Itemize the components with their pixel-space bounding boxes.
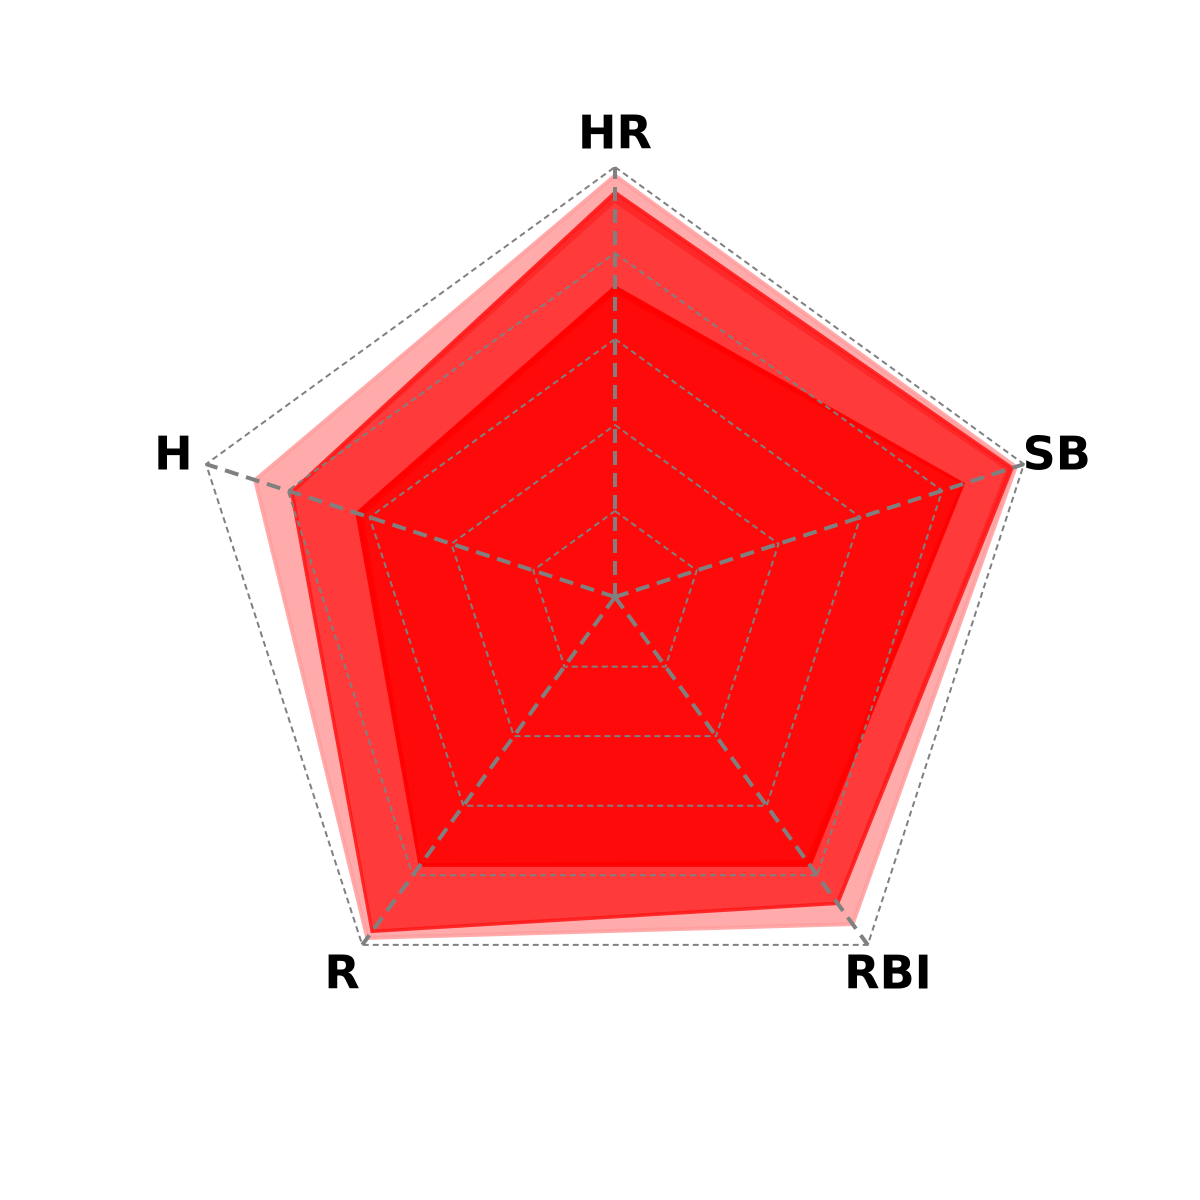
axis-label-h: H (154, 426, 193, 480)
axis-label-r: R (324, 946, 359, 1000)
axis-label-sb: SB (1023, 426, 1091, 480)
series-layer (255, 176, 1016, 938)
axis-label-rbi: RBI (844, 946, 932, 1000)
axis-label-hr: HR (578, 106, 652, 160)
